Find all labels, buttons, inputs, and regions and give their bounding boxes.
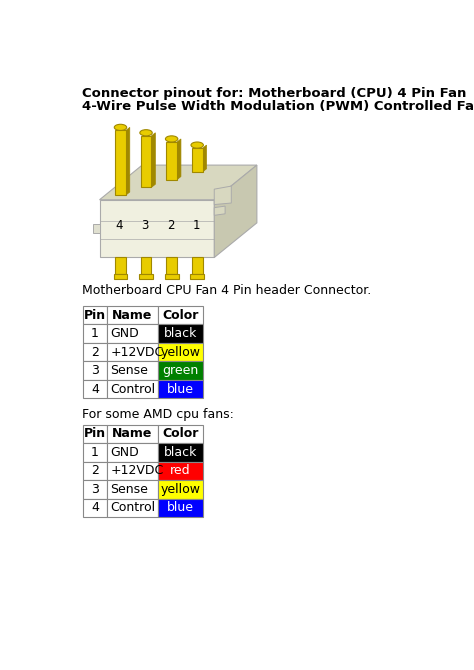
Text: Color: Color [162,309,198,322]
Bar [107,443,158,462]
Ellipse shape [140,130,152,136]
Text: blue: blue [167,501,194,515]
Bar [158,306,202,324]
Text: 3: 3 [91,483,99,496]
Ellipse shape [165,136,178,142]
Polygon shape [190,275,204,279]
Polygon shape [152,133,155,188]
Bar [158,361,202,380]
Bar [107,324,158,343]
Text: yellow: yellow [160,346,200,358]
Text: black: black [164,446,197,459]
Bar [158,480,202,498]
Polygon shape [166,257,177,275]
Text: 1: 1 [91,446,99,459]
Text: Connector pinout for: Motherboard (CPU) 4 Pin Fan: Connector pinout for: Motherboard (CPU) … [82,86,467,100]
Bar [158,443,202,462]
Text: Pin: Pin [84,309,106,322]
Bar [158,380,202,399]
Text: Sense: Sense [110,483,148,496]
Text: 4: 4 [116,219,123,232]
Polygon shape [126,127,130,195]
Text: 4: 4 [91,383,99,396]
Polygon shape [192,257,202,275]
Text: 1: 1 [192,219,200,232]
Text: GND: GND [110,327,139,340]
Polygon shape [93,224,100,233]
Polygon shape [192,148,202,172]
Text: green: green [162,364,198,377]
Text: Motherboard CPU Fan 4 Pin header Connector.: Motherboard CPU Fan 4 Pin header Connect… [82,285,372,297]
Bar [158,324,202,343]
Text: Pin: Pin [84,427,106,440]
Text: Control: Control [110,501,155,515]
Bar [107,343,158,361]
Ellipse shape [114,125,127,131]
Bar [107,380,158,399]
Bar [107,498,158,517]
Bar [158,425,202,443]
Text: +12VDC: +12VDC [110,464,164,477]
Bar [82,498,107,517]
Text: GND: GND [110,446,139,459]
Text: red: red [170,464,191,477]
Ellipse shape [191,142,203,148]
Polygon shape [164,275,179,279]
Polygon shape [214,186,231,204]
Bar [158,498,202,517]
Text: Name: Name [112,309,153,322]
Text: Name: Name [112,427,153,440]
Bar [82,462,107,480]
Bar [82,425,107,443]
Text: black: black [164,327,197,340]
Bar [82,361,107,380]
Text: +12VDC: +12VDC [110,346,164,358]
Text: 4-Wire Pulse Width Modulation (PWM) Controlled Fans: 4-Wire Pulse Width Modulation (PWM) Cont… [82,100,474,113]
Bar [82,306,107,324]
Text: 2: 2 [91,464,99,477]
Polygon shape [115,257,126,275]
Polygon shape [100,165,257,200]
Text: yellow: yellow [160,483,200,496]
Text: Sense: Sense [110,364,148,377]
Text: 2: 2 [91,346,99,358]
Bar [158,462,202,480]
Bar [82,480,107,498]
Text: blue: blue [167,383,194,396]
Polygon shape [139,275,153,279]
Polygon shape [177,139,181,180]
Text: For some AMD cpu fans:: For some AMD cpu fans: [82,407,234,421]
Bar [82,343,107,361]
Text: 3: 3 [91,364,99,377]
Text: 2: 2 [167,219,174,232]
Text: 3: 3 [141,219,149,232]
Bar [107,425,158,443]
Polygon shape [214,165,257,257]
Polygon shape [202,145,207,172]
Bar [107,462,158,480]
Bar [158,343,202,361]
Bar [107,480,158,498]
Bar [107,361,158,380]
Polygon shape [214,206,225,215]
Bar [82,324,107,343]
Text: 1: 1 [91,327,99,340]
Polygon shape [100,200,214,257]
Polygon shape [113,275,128,279]
Polygon shape [115,131,126,195]
Bar [82,380,107,399]
Text: Control: Control [110,383,155,396]
Polygon shape [141,257,152,275]
Polygon shape [166,142,177,180]
Text: 4: 4 [91,501,99,515]
Bar [82,443,107,462]
Polygon shape [141,136,152,188]
Text: Color: Color [162,427,198,440]
Bar [107,306,158,324]
